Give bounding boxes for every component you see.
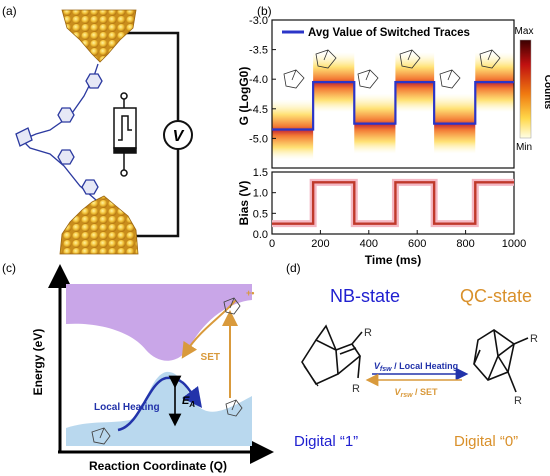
bias-axis-label: Bias (V): [237, 181, 251, 226]
voltmeter-icon: [163, 120, 193, 150]
x-tick-label: 400: [360, 238, 378, 250]
set-label: SET: [201, 352, 220, 363]
ea-label: EA: [182, 395, 195, 409]
panel-c: (c) Energy (eV) Reaction Coordinate (Q) …: [2, 261, 274, 473]
x-tick-label: 800: [456, 238, 474, 250]
energy-axis-label: Energy (eV): [31, 329, 45, 396]
avg-trace-line: [272, 81, 514, 131]
g-axis-label: G (LogG0): [237, 67, 251, 126]
bias-trace-line: [272, 181, 514, 225]
nb-molecule: [301, 324, 363, 387]
panel-c-molecules: [91, 297, 243, 445]
x-tick-label: 600: [408, 238, 426, 250]
bias-y-tick-label: 1.0: [253, 188, 268, 200]
g-y-tick-label: -5.0: [249, 133, 268, 145]
g-y-tick-label: -3.0: [249, 15, 268, 27]
bottom-gold-electrode: [59, 195, 139, 255]
g-plot-frame: [271, 19, 515, 169]
panel-c-label: (c): [2, 261, 16, 275]
colorbar-title: Counts: [542, 75, 550, 110]
x-tick-label: 200: [311, 238, 329, 250]
g-y-tick-label: -4.5: [249, 104, 268, 116]
digital-0-label: Digital “0”: [454, 433, 518, 450]
local-heating-label: Local Heating: [94, 402, 160, 413]
qc-substituent-top: R: [530, 333, 538, 345]
panel-b: (b) -3.0 -3.5 -4.0 -4.5 -5.0 0.0 0.5 1.0 1.5 0 2…: [237, 4, 550, 267]
panel-a-label: (a): [2, 4, 17, 18]
conductance-heatmap: [272, 52, 514, 160]
nb-substituent-bottom: R: [352, 383, 360, 395]
molecule-insets: [283, 49, 501, 89]
digital-1-label: Digital “1”: [294, 433, 358, 450]
time-x-ticks: 0 200 400 600 800 1000: [269, 230, 526, 250]
forward-switch-label: Vfsw / Local Heating: [374, 361, 458, 373]
qc-substituent-bottom: R: [514, 395, 522, 407]
reaction-axis-label: Reaction Coordinate (Q): [89, 459, 227, 473]
bias-trace-glow: [272, 178, 514, 228]
colorbar-max: Max: [515, 26, 534, 37]
neutral-energy-surface: [66, 371, 252, 446]
top-gold-electrode: [61, 9, 137, 63]
g-y-ticks: -3.0 -3.5 -4.0 -4.5 -5.0: [249, 15, 276, 145]
x-tick-label: 0: [269, 238, 275, 250]
local-heating-arrow: [117, 376, 202, 432]
nb-substituent-top: R: [364, 327, 372, 339]
reverse-switch-label: Vrsw / SET: [394, 387, 438, 399]
voltmeter-symbol: V: [173, 128, 185, 145]
g-y-tick-label: -4.0: [249, 74, 268, 86]
charge-label: +•: [246, 288, 254, 298]
panel-b-label: (b): [257, 4, 272, 18]
x-tick-label: 1000: [502, 238, 526, 250]
cation-energy-surface: [66, 284, 252, 361]
panel-a: (a) V: [2, 4, 193, 255]
switch-component: [113, 92, 137, 177]
legend-label: Avg Value of Switched Traces: [308, 27, 470, 39]
avg-trace: [272, 81, 514, 131]
g-y-tick-label: -3.5: [249, 45, 268, 57]
bias-plot-frame: [271, 171, 515, 235]
bias-trace: [272, 178, 514, 228]
panel-d: (d) NB-state QC-state R R R R Vfsw / Loc…: [286, 261, 538, 450]
bias-y-tick-label: 0.5: [253, 208, 268, 220]
panel-d-label: (d): [286, 261, 301, 275]
nb-state-title: NB-state: [330, 286, 400, 306]
time-axis-label: Time (ms): [365, 253, 421, 267]
bias-y-ticks: 0.0 0.5 1.0 1.5: [253, 167, 276, 241]
bias-y-tick-label: 1.5: [253, 167, 268, 179]
colorbar-min: Min: [516, 142, 532, 153]
molecular-wire: [15, 63, 103, 201]
bias-y-tick-label: 0.0: [253, 229, 268, 241]
qc-state-title: QC-state: [460, 286, 532, 306]
qc-molecule: [473, 329, 529, 393]
colorbar: [519, 39, 532, 139]
